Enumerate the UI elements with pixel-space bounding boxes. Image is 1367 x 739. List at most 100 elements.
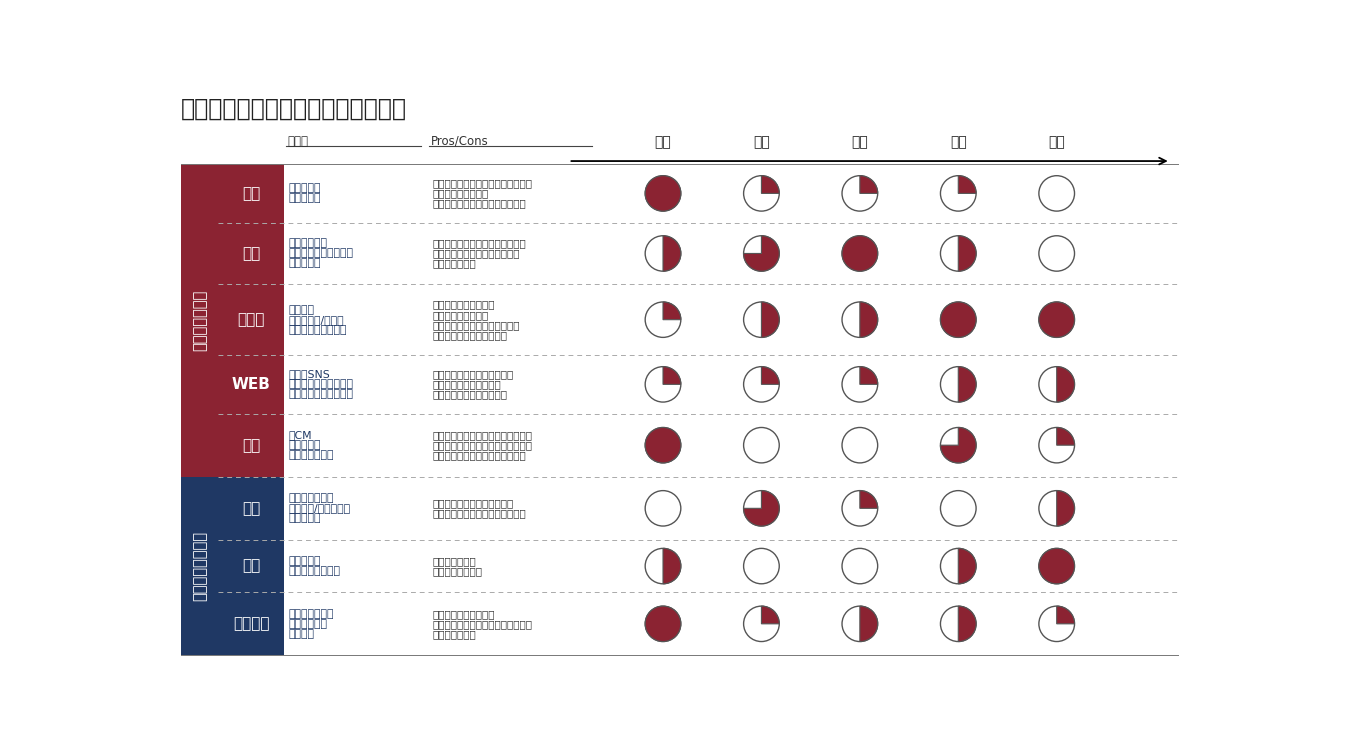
Circle shape — [744, 548, 779, 584]
Bar — [219, 355, 284, 414]
Bar — [219, 592, 284, 655]
Wedge shape — [958, 606, 976, 641]
Text: Pros/Cons: Pros/Cons — [431, 135, 488, 148]
Wedge shape — [1039, 548, 1074, 584]
Wedge shape — [663, 302, 681, 320]
Bar — [219, 477, 284, 540]
Circle shape — [842, 236, 878, 271]
Wedge shape — [761, 367, 779, 384]
Circle shape — [940, 606, 976, 641]
Text: ・CM: ・CM — [288, 430, 312, 440]
Text: 客からの信頼を失う可能性がある: 客からの信頼を失う可能性がある — [432, 450, 526, 460]
Text: ・新聞広告: ・新聞広告 — [288, 440, 321, 450]
Circle shape — [645, 427, 681, 463]
Text: ・聞き流されてしまうことがある: ・聞き流されてしまうことがある — [432, 508, 526, 518]
Wedge shape — [958, 548, 976, 584]
Circle shape — [645, 491, 681, 526]
Text: 共感: 共感 — [852, 135, 868, 149]
Circle shape — [842, 427, 878, 463]
Text: 制度: 制度 — [242, 559, 260, 573]
Wedge shape — [1057, 427, 1074, 445]
Circle shape — [940, 236, 976, 271]
Circle shape — [940, 367, 976, 402]
Circle shape — [1039, 302, 1074, 338]
Text: ・模範社員エピソード: ・模範社員エピソード — [288, 248, 354, 259]
Text: ・表彰式: ・表彰式 — [288, 629, 314, 638]
Circle shape — [1039, 427, 1074, 463]
Circle shape — [1039, 606, 1074, 641]
Text: ・社外との約束として強制力がある: ・社外との約束として強制力がある — [432, 430, 532, 440]
Text: ・強制力を持たせられる: ・強制力を持たせられる — [432, 379, 500, 389]
Text: ・インセンティブ: ・インセンティブ — [288, 566, 340, 576]
Wedge shape — [663, 367, 681, 384]
Text: 広告: 広告 — [242, 437, 260, 453]
Bar — [219, 414, 284, 477]
Text: ・心と記憶に訴えることができる: ・心と記憶に訴えることができる — [432, 239, 526, 248]
Text: ・強制力が高い: ・強制力が高い — [432, 556, 476, 566]
Circle shape — [940, 302, 976, 338]
Text: 認知: 認知 — [655, 135, 671, 149]
Text: ・評価制度: ・評価制度 — [288, 556, 321, 566]
Bar — [219, 222, 284, 285]
Circle shape — [744, 176, 779, 211]
Circle shape — [645, 302, 681, 338]
Wedge shape — [663, 236, 681, 271]
Text: ・多くの社員に伝えることができる: ・多くの社員に伝えることができる — [432, 178, 532, 188]
Text: ・行動を変える訓練ができる: ・行動を変える訓練ができる — [432, 498, 513, 508]
Text: ・新入社員研修: ・新入社員研修 — [288, 494, 334, 503]
Wedge shape — [958, 176, 976, 194]
Wedge shape — [940, 302, 976, 338]
Wedge shape — [860, 176, 878, 194]
Wedge shape — [860, 367, 878, 384]
Wedge shape — [645, 176, 681, 211]
Text: ・一過性が高い: ・一過性が高い — [432, 629, 476, 638]
Wedge shape — [842, 236, 878, 271]
Text: ・一体感を醸成できる: ・一体感を醸成できる — [432, 609, 495, 619]
Circle shape — [1039, 491, 1074, 526]
Text: ・社内報: ・社内報 — [288, 304, 314, 315]
Circle shape — [1039, 176, 1074, 211]
Text: ・全社朝会: ・全社朝会 — [288, 194, 321, 203]
Circle shape — [744, 491, 779, 526]
Wedge shape — [958, 236, 976, 271]
Bar — [180, 477, 219, 655]
Text: 講話: 講話 — [242, 186, 260, 201]
Wedge shape — [761, 176, 779, 194]
Wedge shape — [761, 606, 779, 624]
Text: ・社員情報共有サイト: ・社員情報共有サイト — [288, 379, 354, 389]
Text: イベント: イベント — [232, 616, 269, 631]
Circle shape — [645, 236, 681, 271]
Circle shape — [744, 606, 779, 641]
Text: 浸透フェーズごとの施策の効果度合: 浸透フェーズごとの施策の効果度合 — [180, 96, 407, 120]
Circle shape — [940, 491, 976, 526]
Circle shape — [645, 176, 681, 211]
Text: ・心には響かない: ・心には響かない — [432, 566, 483, 576]
Text: ・深い理解と共感を生み出せる: ・深い理解と共感を生み出せる — [432, 248, 519, 259]
Wedge shape — [1039, 302, 1074, 338]
Text: 映像: 映像 — [242, 246, 260, 261]
Bar — [219, 540, 284, 592]
Wedge shape — [645, 427, 681, 463]
Wedge shape — [860, 606, 878, 641]
Text: ・見てくれないことがある: ・見てくれないことがある — [432, 330, 507, 340]
Circle shape — [842, 302, 878, 338]
Wedge shape — [744, 236, 779, 271]
Wedge shape — [940, 427, 976, 463]
Text: ・常に最新情報を発信できる: ・常に最新情報を発信できる — [432, 370, 513, 379]
Text: ・ヒストリー: ・ヒストリー — [288, 239, 328, 248]
Wedge shape — [860, 491, 878, 508]
Wedge shape — [1057, 367, 1074, 402]
Text: ・いつでも立ち戻れる: ・いつでも立ち戻れる — [432, 300, 495, 310]
Text: ・コーポレートサイト: ・コーポレートサイト — [288, 389, 354, 399]
Text: ファンクショナル: ファンクショナル — [191, 531, 206, 601]
Text: ・雑誌記事広告: ・雑誌記事広告 — [288, 450, 334, 460]
Wedge shape — [663, 548, 681, 584]
Text: ・行動にはすぐには繋がらない: ・行動にはすぐには繋がらない — [432, 320, 519, 330]
Text: ・幹部研修: ・幹部研修 — [288, 514, 321, 523]
Text: 行動: 行動 — [950, 135, 966, 149]
Circle shape — [842, 367, 878, 402]
Circle shape — [744, 367, 779, 402]
Text: ・年頭挨拶: ・年頭挨拶 — [288, 183, 321, 194]
Circle shape — [645, 606, 681, 641]
Text: ・想いを伝えやすい: ・想いを伝えやすい — [432, 188, 488, 198]
